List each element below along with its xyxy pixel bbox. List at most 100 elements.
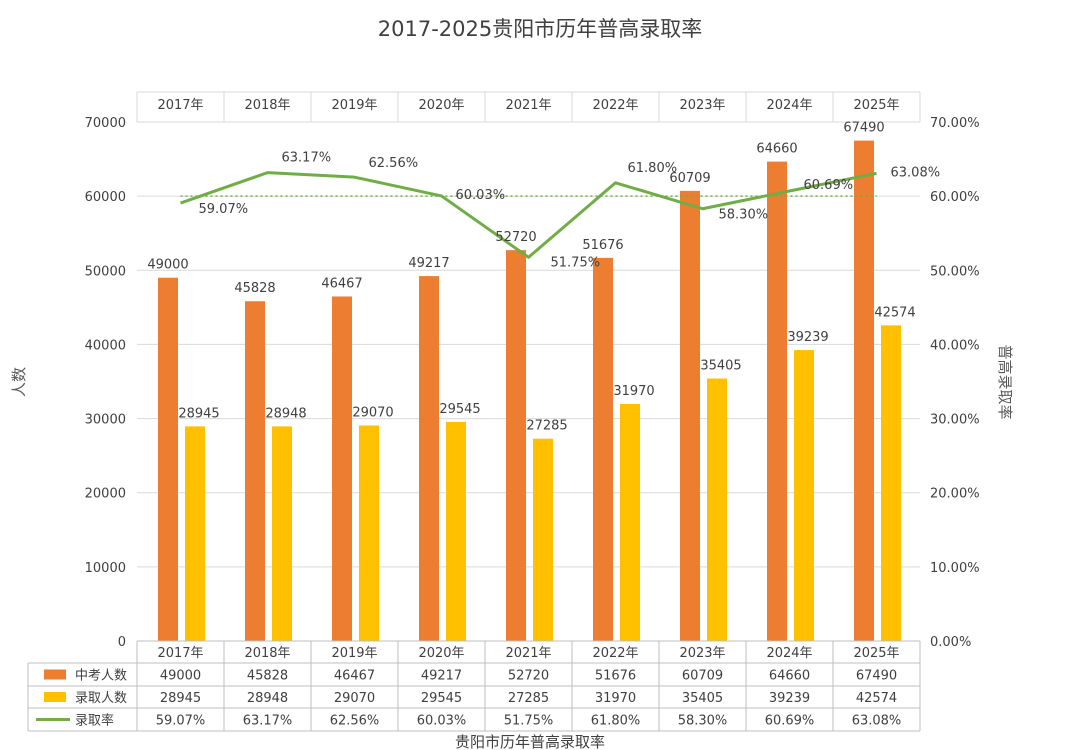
rate-label-2: 62.56% — [369, 156, 419, 171]
table-cell-0-7: 64660 — [769, 669, 810, 684]
rate-label-3: 60.03% — [456, 188, 506, 203]
bar-luqu-1 — [272, 426, 292, 641]
table-header-8: 2025年 — [853, 646, 899, 661]
bar-luqu-6 — [707, 378, 727, 641]
top-category-label-1: 2018年 — [244, 98, 290, 113]
bar-label-zhongkao-2: 46467 — [321, 276, 362, 291]
bar-zhongkao-4 — [506, 250, 526, 642]
table-cell-2-8: 63.08% — [852, 714, 902, 729]
bar-zhongkao-3 — [419, 276, 439, 641]
table-cell-0-4: 52720 — [508, 669, 549, 684]
right-tick-label-2: 20.00% — [930, 487, 980, 502]
bar-luqu-5 — [620, 403, 640, 641]
right-axis-ticks: 0.00% 10.00% 20.00% 30.00% 40.00% 50.00% 60.00… — [930, 116, 980, 650]
data-table: 2017年 2018年 2019年 2020年 2021年 2022年 2023年 2024年… — [27, 640, 921, 732]
left-tick-label-2: 20000 — [85, 487, 126, 502]
left-tick-label-0: 0 — [118, 635, 126, 650]
bar-label-luqu-5: 31970 — [613, 384, 654, 399]
bar-label-luqu-1: 28948 — [265, 406, 306, 421]
table-cell-0-5: 51676 — [595, 669, 636, 684]
table-header-2: 2019年 — [331, 646, 377, 661]
top-category-label-5: 2022年 — [592, 98, 638, 113]
chart-title: 2017-2025贵阳市历年普高录取率 — [378, 17, 702, 41]
bar-zhongkao-6 — [680, 190, 700, 642]
bar-label-zhongkao-1: 45828 — [234, 281, 275, 296]
table-cell-2-0: 59.07% — [156, 714, 206, 729]
bar-label-zhongkao-8: 67490 — [843, 121, 884, 136]
right-tick-label-3: 30.00% — [930, 413, 980, 428]
bar-luqu-0 — [185, 426, 205, 641]
bar-zhongkao-1 — [245, 301, 265, 641]
y-axis-label-right: 普高录取率 — [996, 344, 1014, 419]
right-tick-label-7: 70.00% — [930, 116, 980, 131]
table-header-1: 2018年 — [244, 646, 290, 661]
bar-label-luqu-6: 35405 — [700, 358, 741, 373]
table-cell-1-0: 28945 — [160, 691, 201, 706]
top-category-label-0: 2017年 — [157, 98, 203, 113]
left-tick-label-1: 10000 — [85, 561, 126, 576]
y-axis-label: 人数 — [10, 367, 28, 397]
value-labels: 49000 28945 45828 28948 46467 29070 49217 29545… — [147, 121, 940, 434]
right-tick-label-6: 60.00% — [930, 190, 980, 205]
left-tick-label-5: 50000 — [85, 264, 126, 279]
rate-label-0: 59.07% — [199, 202, 249, 217]
table-cell-0-6: 60709 — [682, 669, 723, 684]
table-cell-2-5: 61.80% — [591, 714, 641, 729]
top-category-axis: 2017年 2018年 2019年 2020年 2021年 2022年 2023年 2024年… — [157, 98, 899, 113]
legend-label-1: 录取人数 — [75, 691, 127, 706]
table-header-3: 2020年 — [418, 646, 464, 661]
top-category-label-2: 2019年 — [331, 98, 377, 113]
table-cell-2-1: 63.17% — [243, 714, 293, 729]
left-tick-label-7: 70000 — [85, 116, 126, 131]
right-tick-label-5: 50.00% — [930, 264, 980, 279]
table-cell-0-0: 49000 — [160, 669, 201, 684]
table-cell-1-3: 29545 — [421, 691, 462, 706]
right-tick-label-4: 40.00% — [930, 338, 980, 353]
bar-label-luqu-8: 42574 — [874, 305, 915, 320]
table-cell-0-2: 46467 — [334, 669, 375, 684]
top-category-label-8: 2025年 — [853, 98, 899, 113]
bar-label-zhongkao-6: 60709 — [669, 171, 710, 186]
bar-label-zhongkao-4: 52720 — [495, 230, 536, 245]
rate-label-7: 60.69% — [804, 178, 854, 193]
table-cell-1-5: 31970 — [595, 691, 636, 706]
bar-zhongkao-7 — [767, 161, 787, 641]
bar-zhongkao-8 — [854, 140, 874, 641]
table-header-7: 2024年 — [766, 646, 812, 661]
table-cell-2-7: 60.69% — [765, 714, 815, 729]
bars — [158, 140, 901, 642]
bar-luqu-8 — [881, 325, 901, 641]
table-cell-0-1: 45828 — [247, 669, 288, 684]
right-tick-label-1: 10.00% — [930, 561, 980, 576]
left-tick-label-6: 60000 — [85, 190, 126, 205]
table-cell-0-3: 49217 — [421, 669, 462, 684]
bar-zhongkao-0 — [158, 277, 178, 641]
legend-label-0: 中考人数 — [75, 669, 127, 684]
left-axis-ticks: 0 10000 20000 30000 40000 50000 60000 70000 — [85, 116, 126, 650]
right-tick-label-0: 0.00% — [930, 635, 971, 650]
bar-label-zhongkao-0: 49000 — [147, 258, 188, 273]
legend-label-2: 录取率 — [75, 713, 114, 729]
table-cell-1-2: 29070 — [334, 691, 375, 706]
x-axis-label: 贵阳市历年普高录取率 — [455, 733, 605, 750]
left-tick-label-4: 40000 — [85, 338, 126, 353]
table-header-6: 2023年 — [679, 646, 725, 661]
bar-luqu-3 — [446, 421, 466, 641]
top-category-label-6: 2023年 — [679, 98, 725, 113]
rate-label-4: 51.75% — [551, 255, 601, 270]
table-cell-2-3: 60.03% — [417, 714, 467, 729]
table-cell-2-4: 51.75% — [504, 714, 554, 729]
top-category-label-7: 2024年 — [766, 98, 812, 113]
bar-zhongkao-2 — [332, 296, 352, 641]
table-cell-1-7: 39239 — [769, 691, 810, 706]
table-cell-1-4: 27285 — [508, 691, 549, 706]
bar-label-zhongkao-5: 51676 — [582, 238, 623, 253]
rate-label-6: 58.30% — [719, 208, 769, 223]
top-category-label-4: 2021年 — [505, 98, 551, 113]
rate-label-1: 63.17% — [282, 151, 332, 166]
bar-label-luqu-4: 27285 — [526, 419, 567, 434]
legend-swatch-1 — [44, 692, 66, 702]
table-cell-2-2: 62.56% — [330, 714, 380, 729]
bar-label-luqu-0: 28945 — [178, 406, 219, 421]
